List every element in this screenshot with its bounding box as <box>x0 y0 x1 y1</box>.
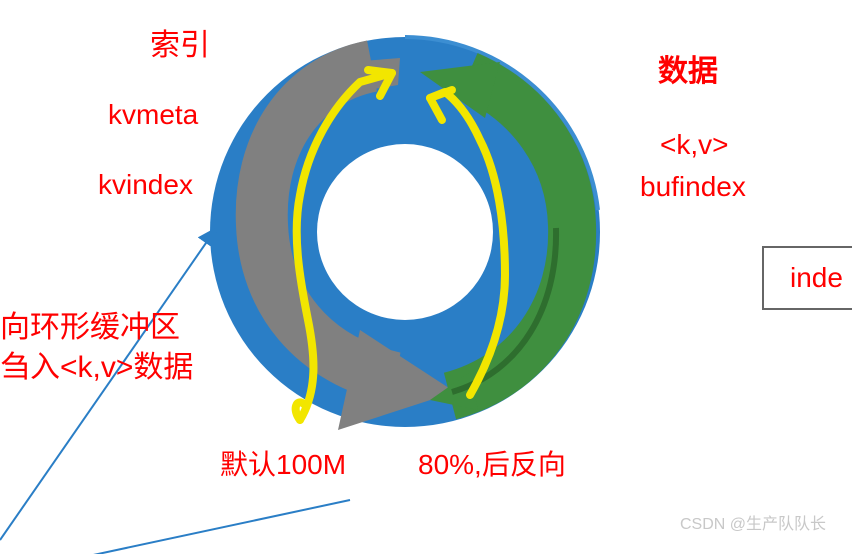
green-data-arrow <box>420 62 572 410</box>
label-index-title: 索引 <box>150 28 210 64</box>
yellow-annotation-right <box>430 90 505 395</box>
index-box: inde <box>762 246 852 310</box>
index-box-text: inde <box>790 262 843 293</box>
label-default-size: 默认100M <box>220 448 346 482</box>
label-to-ring-line2: 刍入<k,v>数据 <box>0 350 193 386</box>
label-kv: <k,v> <box>660 128 728 162</box>
ring-shape <box>210 37 600 427</box>
diagram-stage: 索引 kvmeta kvindex 向环形缓冲区 刍入<k,v>数据 默认100… <box>0 0 852 554</box>
grey-index-arrow <box>262 58 455 430</box>
pointer-lines <box>0 230 350 554</box>
label-bufindex: bufindex <box>640 170 746 204</box>
label-to-ring-line1: 向环形缓冲区 <box>0 310 180 346</box>
watermark: CSDN @生产队队长 <box>680 510 826 534</box>
label-kvindex: kvindex <box>98 168 193 202</box>
label-data-title: 数据 <box>658 54 718 90</box>
label-kvmeta: kvmeta <box>108 98 198 132</box>
yellow-annotation-left <box>296 70 392 420</box>
label-spill-pct: 80%,后反向 <box>418 448 566 482</box>
